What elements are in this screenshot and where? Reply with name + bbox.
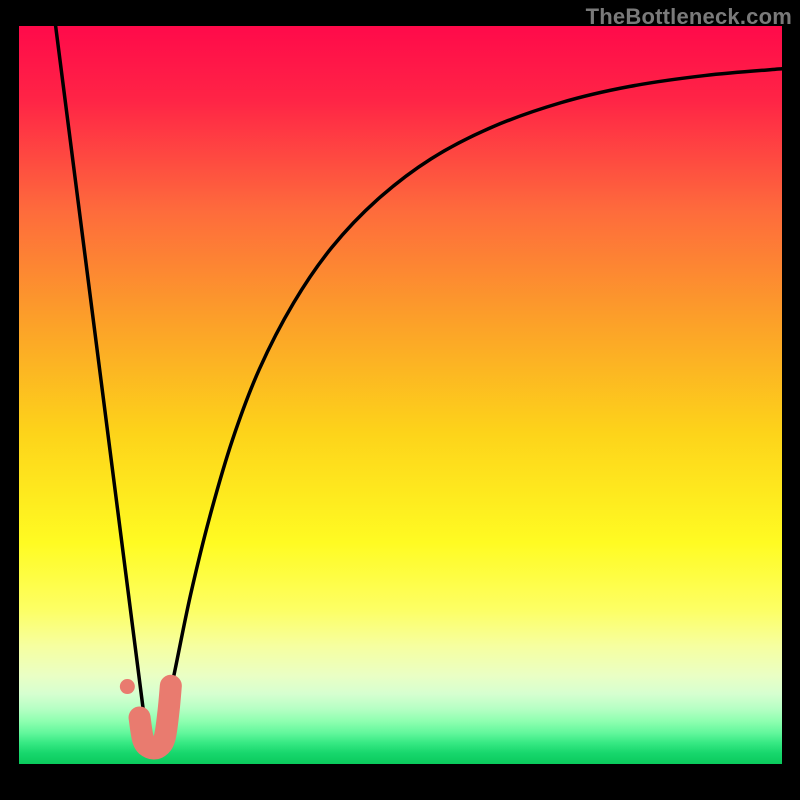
chart-plot-area (19, 26, 782, 764)
bottleneck-chart-svg (0, 0, 800, 800)
source-watermark: TheBottleneck.com (586, 4, 792, 30)
highlight-dot (120, 679, 135, 694)
chart-stage: TheBottleneck.com (0, 0, 800, 800)
